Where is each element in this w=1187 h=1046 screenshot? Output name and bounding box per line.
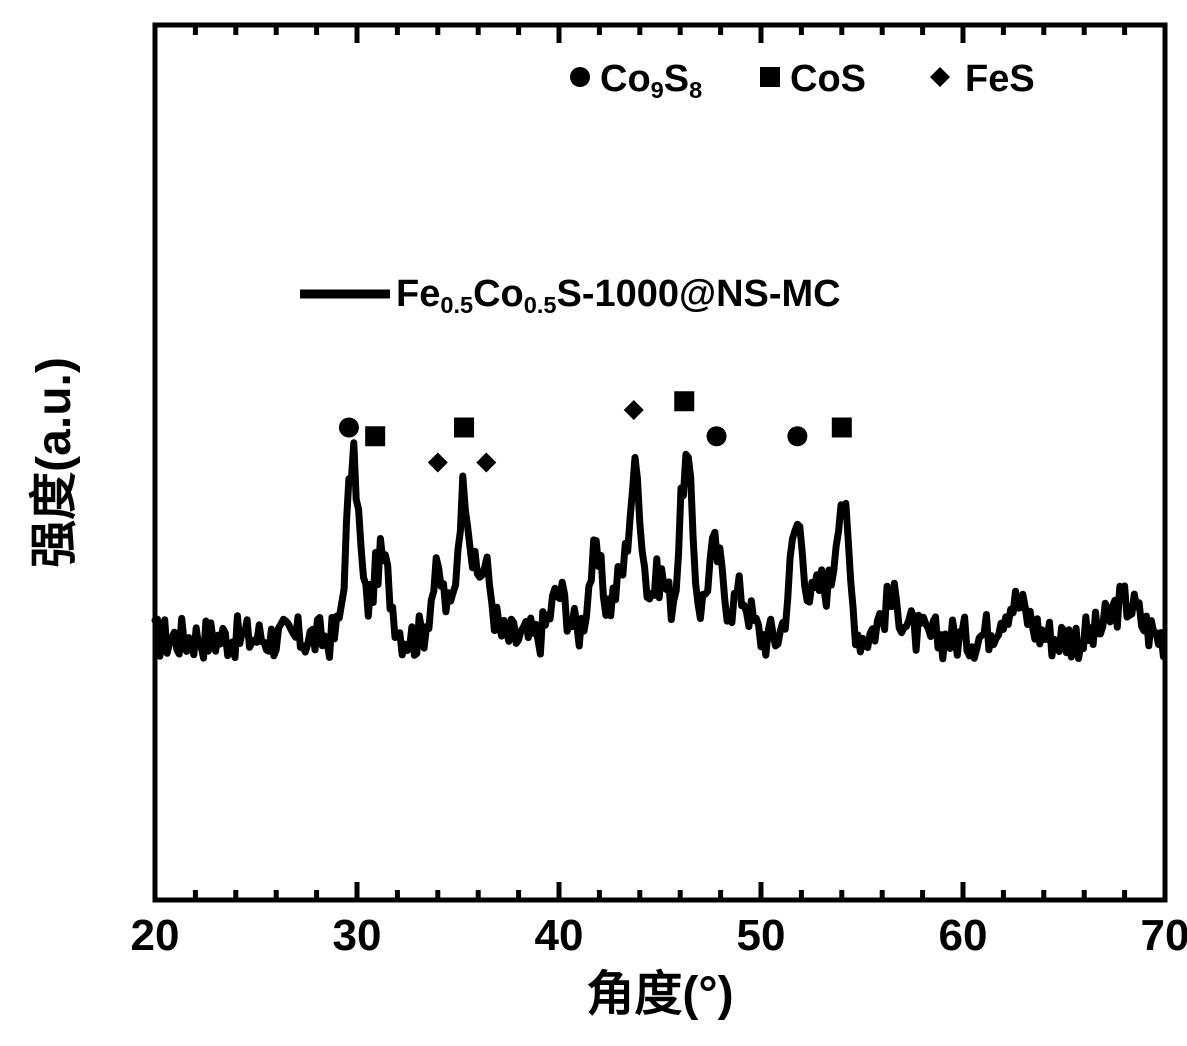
peak-marker-square (674, 391, 694, 411)
xrd-chart: 20 30 40 50 60 70 角度(°) 强度(a.u.) Co9S8 CoS FeSF… (0, 0, 1187, 1046)
phase-legend-label: FeS (965, 58, 1035, 100)
peak-marker-circle (787, 426, 807, 446)
phase-legend-label: CoS (790, 58, 866, 100)
x-tick-label: 70 (1141, 911, 1187, 960)
chart-svg: 20 30 40 50 60 70 角度(°) 强度(a.u.) Co9S8 CoS FeSF… (0, 0, 1187, 1046)
peak-marker-square (365, 426, 385, 446)
x-tick-label: 30 (333, 911, 382, 960)
phase-legend-marker-circle (570, 67, 590, 87)
x-tick-label: 40 (535, 911, 584, 960)
x-tick-label: 60 (939, 911, 988, 960)
peak-marker-circle (339, 418, 359, 438)
phase-legend: Co9S8 CoS FeS (570, 58, 1035, 103)
series-legend-swatch (300, 290, 390, 299)
y-axis-label: 强度(a.u.) (28, 357, 81, 568)
x-axis-label: 角度(°) (586, 968, 733, 1021)
chart-background (0, 0, 1187, 1046)
x-tick-label: 20 (131, 911, 180, 960)
phase-legend-marker-square (760, 67, 780, 87)
x-tick-label: 50 (737, 911, 786, 960)
peak-marker-square (832, 418, 852, 438)
peak-marker-circle (707, 426, 727, 446)
peak-marker-square (454, 418, 474, 438)
